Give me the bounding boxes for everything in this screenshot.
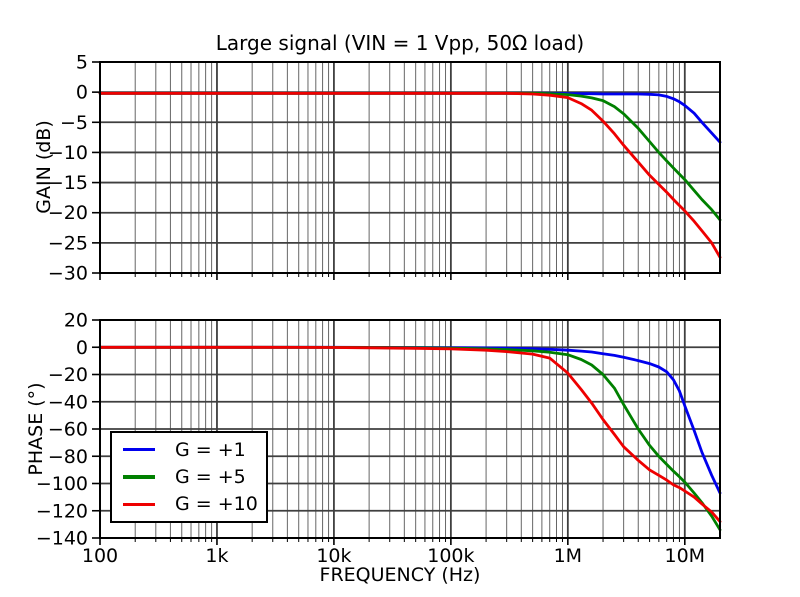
gain-y-tick-label: 0	[76, 82, 88, 104]
phase-y-tick-label: −100	[36, 473, 88, 495]
x-tick-label: 10M	[665, 545, 706, 567]
gain-curves	[98, 91, 722, 259]
chart-title: Large signal (VIN = 1 Vpp, 50Ω load)	[215, 31, 585, 55]
phase-y-tick-label: −40	[48, 391, 88, 413]
gain-ticks	[92, 61, 686, 280]
legend-line-swatch	[123, 475, 155, 479]
legend-line-swatch	[123, 447, 155, 452]
phase-y-tick-label: −20	[48, 364, 88, 386]
gain-grid-minor	[134, 62, 680, 273]
phase-y-tick-label: −120	[36, 500, 88, 522]
x-axis-label: FREQUENCY (Hz)	[319, 564, 481, 586]
legend-entry: G = +5	[112, 463, 266, 490]
x-tick-label: 100k	[427, 545, 474, 567]
gain-y-tick-label: −25	[48, 232, 88, 254]
x-tick-label: 100	[82, 545, 118, 567]
x-tick-label: 1M	[554, 545, 582, 567]
gain-y-axis-label: GAIN (dB)	[33, 120, 55, 214]
gain-axes-frame	[99, 61, 721, 274]
x-tick-labels: 100 1k 10k 100k 1M 10M	[82, 545, 705, 567]
phase-y-tick-label: −140	[36, 528, 88, 550]
legend-label: G = +10	[175, 493, 258, 516]
phase-curve-g-+10	[98, 345, 722, 523]
gain-y-tick-label: −30	[48, 263, 88, 285]
x-tick-label: 1k	[205, 545, 228, 567]
gain-y-tick-label: −10	[48, 142, 88, 164]
legend-label: G = +1	[175, 438, 246, 461]
phase-ticks	[92, 319, 686, 545]
legend-line-swatch	[123, 502, 155, 507]
legend-label: G = +5	[175, 465, 246, 488]
gain-y-tick-label: 5	[76, 52, 88, 74]
phase-curves	[98, 345, 722, 532]
x-tick-label: 10k	[316, 545, 351, 567]
gain-curve-g-+5	[98, 91, 722, 222]
gain-y-tick-label: −20	[48, 202, 88, 224]
phase-y-tick-label: −60	[48, 419, 88, 441]
gain-y-tick-label: −5	[60, 112, 88, 134]
phase-y-tick-label: 0	[76, 337, 88, 359]
legend-entry: G = +1	[112, 436, 266, 463]
gain-y-tick-labels: 5 0 −5 −10 −15 −20 −25 −30	[48, 52, 88, 285]
phase-y-tick-labels: 20 0 −20 −40 −60 −80 −100 −120 −140	[36, 310, 88, 550]
gain-curve-g-+10	[98, 91, 722, 259]
legend-entry: G = +10	[112, 491, 266, 518]
phase-y-tick-label: −80	[48, 446, 88, 468]
phase-y-axis-label: PHASE (°)	[25, 382, 47, 476]
gain-plot: 5 0 −5 −10 −15 −20 −25 −30	[48, 52, 722, 285]
gain-y-tick-label: −15	[48, 172, 88, 194]
phase-y-tick-label: 20	[64, 310, 88, 332]
legend: G = +1 G = +5 G = +10	[110, 431, 268, 523]
